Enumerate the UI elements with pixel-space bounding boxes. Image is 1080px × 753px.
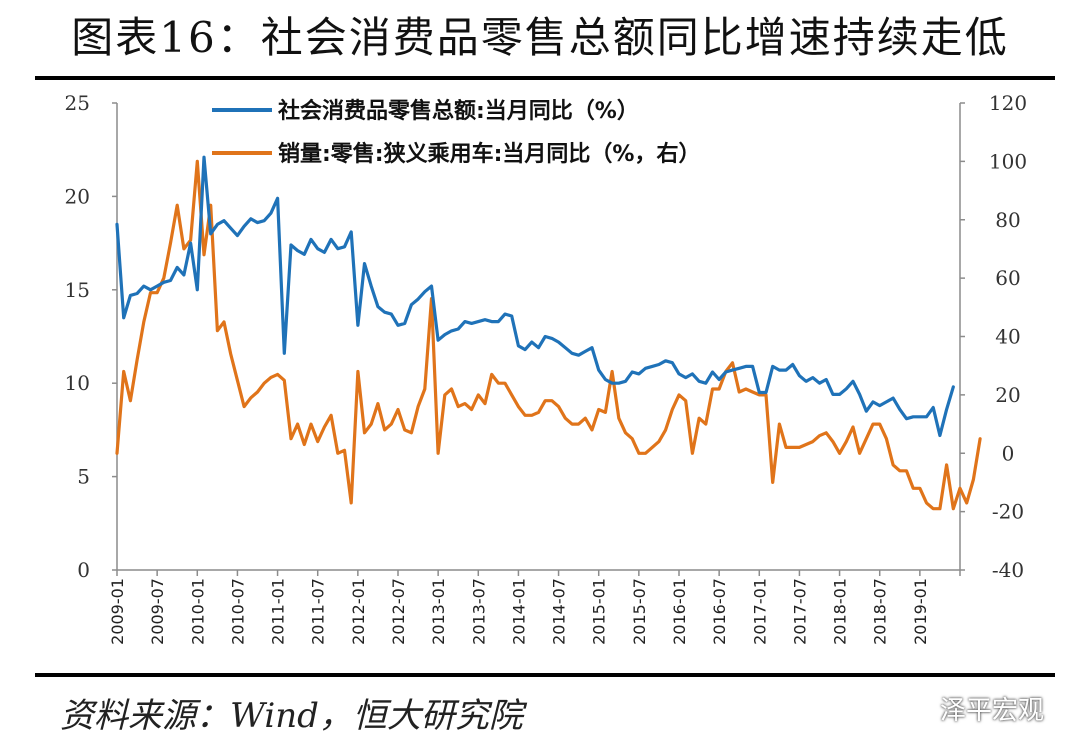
top-rule: [35, 76, 1055, 80]
left-tick-label: 0: [77, 558, 90, 582]
source-note: 资料来源：Wind，恒大研究院: [60, 696, 523, 736]
right-tick-label: -20: [992, 500, 1024, 524]
x-tick-label: 2014-07: [550, 578, 569, 645]
left-tick-label: 5: [77, 465, 90, 489]
left-tick-label: 10: [65, 371, 90, 395]
x-tick-label: 2016-07: [710, 578, 729, 645]
left-tick-label: 25: [65, 91, 90, 115]
x-tick-label: 2018-07: [871, 578, 890, 645]
right-tick-label: 20: [995, 383, 1020, 407]
page-title: 图表16：社会消费品零售总额同比增速持续走低: [71, 13, 1009, 62]
chart: 0 5 10 15 20 25 -40 -20 0 20 40 60 80 100 120 2009-01 20…: [65, 91, 1028, 645]
bottom-rule: [35, 673, 1055, 677]
passenger-car-sales-line: [115, 159, 982, 511]
x-tick-label: 2011-01: [269, 578, 288, 645]
x-tick-label: 2014-01: [509, 578, 528, 645]
x-tick-label: 2009-01: [108, 578, 127, 645]
x-tick-label: 2017-01: [750, 578, 769, 645]
right-tick-label: 40: [995, 325, 1020, 349]
right-tick-label: 100: [989, 149, 1027, 173]
right-tick-label: -40: [992, 558, 1024, 582]
x-tick-label: 2015-01: [590, 578, 609, 645]
x-tick-label: 2011-07: [309, 578, 328, 645]
right-tick-label: 120: [989, 91, 1027, 115]
watermark: 泽平宏观: [900, 690, 1044, 727]
right-tick-label: 0: [1002, 441, 1015, 465]
left-tick-label: 15: [65, 278, 90, 302]
series-lines: [115, 155, 982, 511]
legend: 社会消费品零售总额:当月同比（%） 销量:零售:狭义乘用车:当月同比（%，右）: [212, 98, 700, 167]
wechat-icon: [900, 694, 934, 722]
x-tick-label: 2019-01: [911, 578, 930, 645]
retail-sales-line: [115, 155, 955, 438]
legend-label: 社会消费品零售总额:当月同比（%）: [278, 98, 639, 124]
x-tick-label: 2013-01: [429, 578, 448, 645]
x-tick-label: 2010-01: [188, 578, 207, 645]
watermark-text: 泽平宏观: [940, 696, 1045, 726]
x-tick-label: 2012-07: [389, 578, 408, 645]
x-tick-label: 2013-07: [469, 578, 488, 645]
x-tick-label: 2010-07: [228, 578, 247, 645]
right-tick-label: 60: [995, 266, 1020, 290]
x-tick-label: 2017-07: [790, 578, 809, 645]
legend-label: 销量:零售:狭义乘用车:当月同比（%，右）: [278, 141, 700, 167]
x-tick-label: 2012-01: [349, 578, 368, 645]
left-tick-label: 20: [65, 184, 90, 208]
x-tick-label: 2009-07: [148, 578, 167, 645]
axes: 0 5 10 15 20 25 -40 -20 0 20 40 60 80 100 120 2009-01 20…: [65, 91, 1028, 645]
x-tick-label: 2016-01: [670, 578, 689, 645]
x-tick-label: 2018-01: [831, 578, 850, 645]
right-tick-label: 80: [995, 208, 1020, 232]
x-tick-label: 2015-07: [630, 578, 649, 645]
